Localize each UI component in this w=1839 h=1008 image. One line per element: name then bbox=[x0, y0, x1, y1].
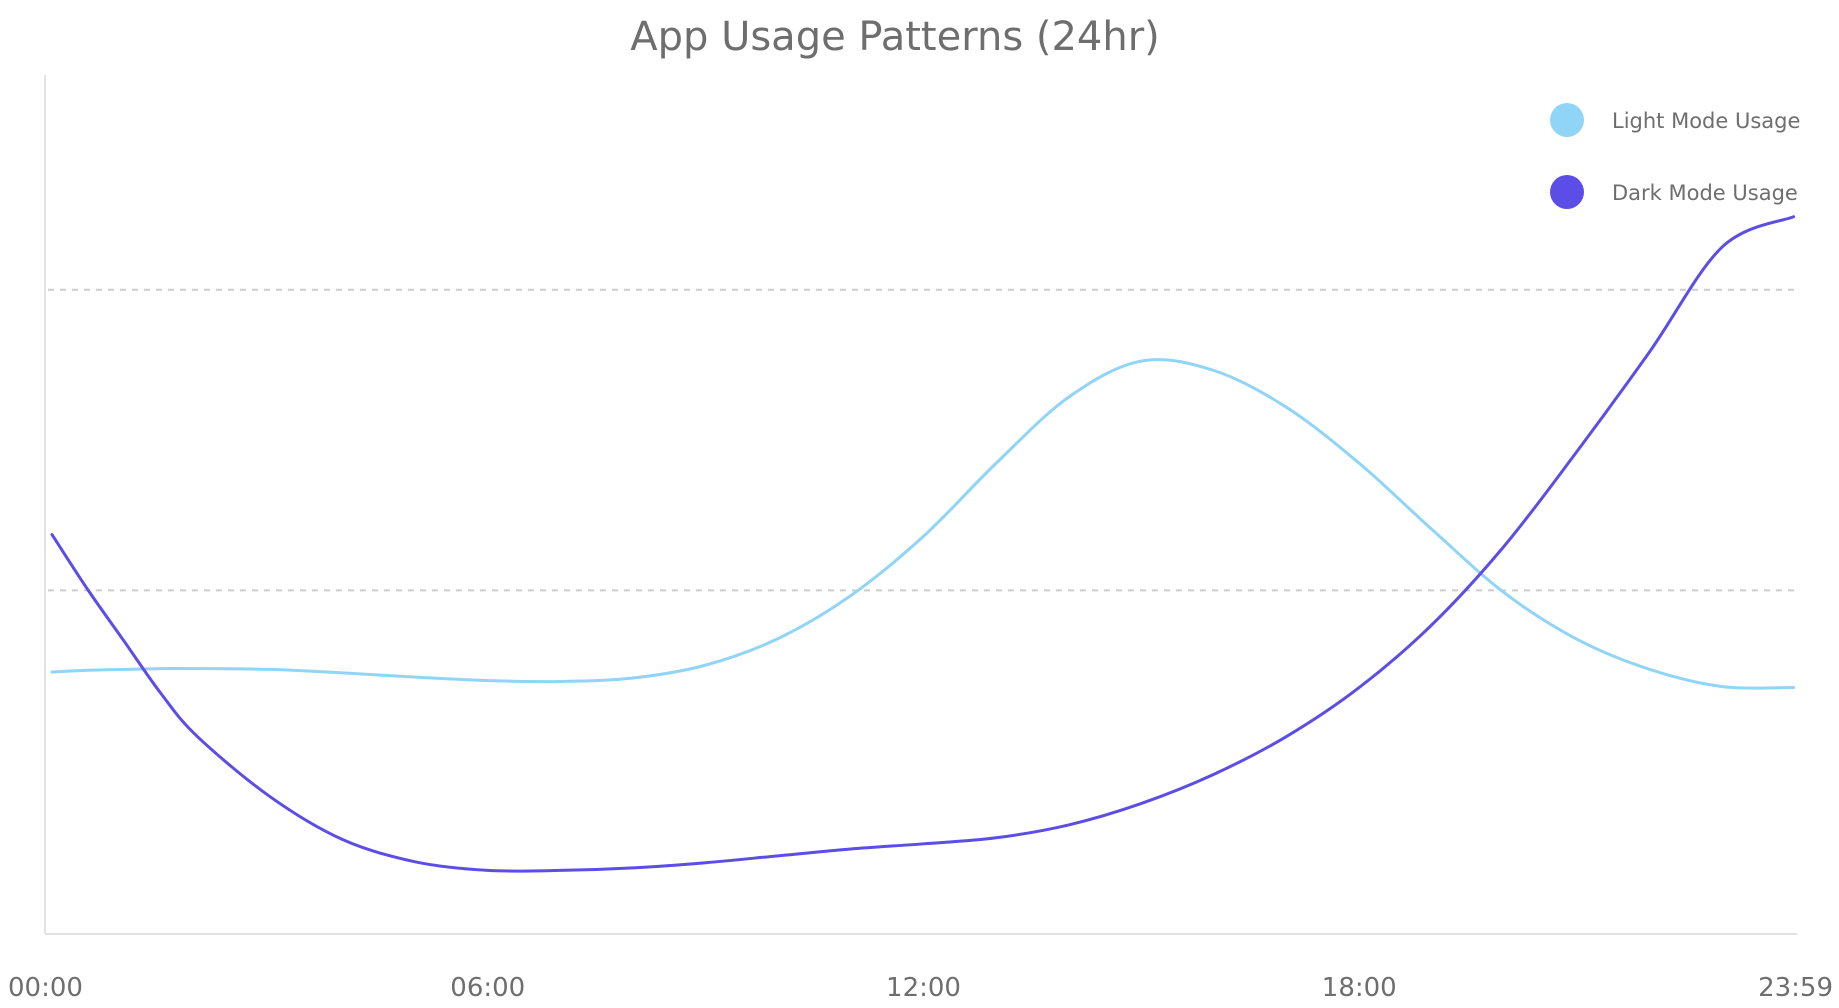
legend-item-light-mode-usage[interactable]: Light Mode Usage bbox=[1550, 103, 1800, 137]
legend-swatch bbox=[1550, 103, 1584, 137]
legend-label: Dark Mode Usage bbox=[1612, 181, 1798, 205]
chart-title: App Usage Patterns (24hr) bbox=[630, 14, 1160, 60]
x-axis-ticks: 00:00 06:00 12:00 18:00 23:59 bbox=[8, 973, 1833, 1003]
x-tick-label: 06:00 bbox=[450, 973, 525, 1003]
series-lines bbox=[50, 215, 1796, 873]
series-line-dark-mode-usage bbox=[50, 215, 1796, 873]
x-tick-label: 23:59 bbox=[1758, 973, 1833, 1003]
gridlines bbox=[48, 288, 1795, 592]
legend-item-dark-mode-usage[interactable]: Dark Mode Usage bbox=[1550, 175, 1798, 209]
legend-label: Light Mode Usage bbox=[1612, 109, 1800, 133]
legend-swatch bbox=[1550, 175, 1584, 209]
x-tick-label: 00:00 bbox=[8, 973, 83, 1003]
legend[interactable]: Light Mode Usage Dark Mode Usage bbox=[1550, 103, 1800, 209]
x-tick-label: 12:00 bbox=[886, 973, 961, 1003]
series-line-light-mode-usage bbox=[50, 358, 1796, 690]
x-tick-label: 18:00 bbox=[1322, 973, 1397, 1003]
